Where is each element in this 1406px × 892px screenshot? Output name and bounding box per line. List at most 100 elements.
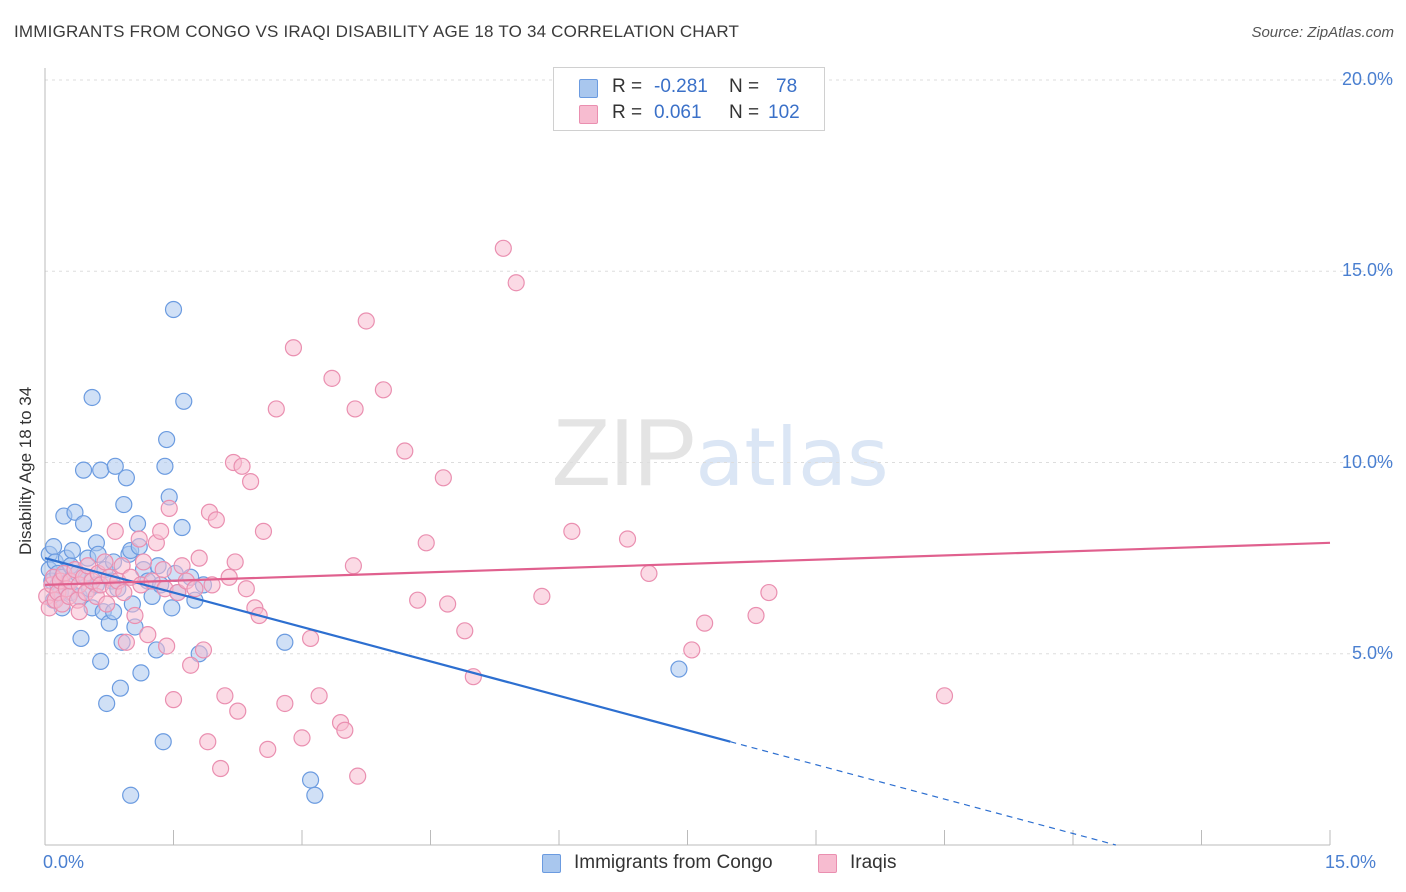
iraqi-point-69 bbox=[267, 400, 285, 418]
congo-point-3 bbox=[44, 538, 63, 556]
iraqi-point-49 bbox=[186, 580, 204, 598]
congo-point-63 bbox=[163, 599, 181, 617]
congo-point-43 bbox=[115, 495, 133, 514]
iraqi-point-43 bbox=[160, 499, 178, 517]
iraqi-n-value: 102 bbox=[768, 102, 800, 123]
iraqi-point-93 bbox=[563, 522, 581, 540]
congo-point-73 bbox=[276, 633, 294, 651]
congo-point-64 bbox=[164, 300, 183, 319]
iraqi-point-87 bbox=[439, 595, 457, 613]
legend-iraqi-swatch bbox=[818, 854, 837, 873]
congo-point-61 bbox=[158, 430, 176, 449]
iraqi-point-22 bbox=[96, 553, 114, 571]
iraqi-point-68 bbox=[259, 740, 277, 758]
iraqi-point-94 bbox=[618, 530, 637, 548]
iraqi-point-62 bbox=[233, 457, 251, 475]
congo-trend-line-extension bbox=[730, 741, 1116, 846]
iraqi-point-64 bbox=[242, 473, 260, 491]
iraqi-point-86 bbox=[434, 469, 452, 487]
watermark-atlas: atlas bbox=[695, 411, 889, 504]
y-tick-label-3: 20.0% bbox=[1341, 69, 1393, 89]
watermark-zip: ZIP bbox=[552, 399, 697, 506]
r-label: R = bbox=[612, 76, 643, 97]
congo-point-44 bbox=[117, 469, 135, 487]
iraqi-point-30 bbox=[117, 633, 135, 651]
legend-congo-swatch bbox=[542, 854, 561, 873]
iraqi-point-63 bbox=[237, 580, 255, 598]
iraqi-point-56 bbox=[212, 759, 230, 778]
iraqi-point-70 bbox=[276, 694, 294, 713]
congo-swatch bbox=[579, 79, 598, 98]
n-label: N = bbox=[729, 102, 760, 123]
iraqi-r-value: 0.061 bbox=[654, 102, 702, 123]
iraqi-point-91 bbox=[507, 274, 525, 292]
iraqi-point-54 bbox=[203, 576, 221, 594]
iraqi-point-99 bbox=[760, 583, 778, 602]
congo-point-41 bbox=[111, 679, 129, 697]
grid-lines bbox=[45, 79, 1392, 655]
congo-point-22 bbox=[74, 461, 93, 479]
y-axis-label: Disability Age 18 to 34 bbox=[16, 386, 35, 555]
x-tick-label-min: 0.0% bbox=[43, 852, 85, 872]
congo-point-21 bbox=[74, 515, 93, 533]
congo-point-39 bbox=[106, 457, 124, 475]
congo-point-75 bbox=[306, 786, 324, 804]
iraqi-point-52 bbox=[199, 733, 217, 751]
iraqi-point-92 bbox=[533, 587, 551, 605]
congo-r-value: -0.281 bbox=[654, 76, 708, 97]
iraqi-point-101 bbox=[70, 603, 88, 621]
congo-point-47 bbox=[122, 786, 140, 804]
iraqi-point-29 bbox=[115, 583, 133, 602]
bottom-legend: Immigrants from Congo Iraqis bbox=[0, 850, 1406, 880]
chart-title: IMMIGRANTS FROM CONGO VS IRAQI DISABILIT… bbox=[14, 22, 740, 41]
r-label: R = bbox=[612, 102, 643, 123]
iraqi-point-71 bbox=[284, 339, 303, 357]
congo-point-76 bbox=[670, 660, 688, 678]
iraqi-point-97 bbox=[696, 614, 714, 632]
iraqi-point-58 bbox=[220, 568, 238, 586]
legend-iraqi-label: Iraqis bbox=[850, 852, 897, 873]
iraqi-point-77 bbox=[336, 721, 354, 739]
iraqi-point-88 bbox=[456, 622, 474, 640]
iraqi-point-75 bbox=[323, 369, 341, 387]
iraqi-point-61 bbox=[229, 702, 247, 720]
iraqi-point-90 bbox=[494, 239, 512, 257]
congo-point-27 bbox=[83, 388, 101, 407]
congo-point-74 bbox=[301, 771, 320, 789]
iraqi-point-79 bbox=[346, 400, 364, 418]
iraqi-point-95 bbox=[640, 564, 658, 583]
stats-row-iraqi: R = 0.061 N = 102 bbox=[554, 102, 824, 126]
congo-trend-line bbox=[44, 557, 731, 743]
source-label: Source: ZipAtlas.com bbox=[1251, 24, 1394, 41]
iraqi-point-67 bbox=[254, 522, 273, 540]
congo-point-50 bbox=[128, 515, 147, 533]
iraqi-point-72 bbox=[293, 729, 311, 747]
iraqi-point-50 bbox=[190, 549, 208, 567]
y-tick-label-2: 15.0% bbox=[1341, 260, 1393, 281]
congo-point-60 bbox=[156, 457, 174, 475]
congo-n-value: 78 bbox=[776, 76, 798, 97]
iraqi-point-44 bbox=[164, 691, 183, 709]
stats-row-congo: R = -0.281 N = 78 bbox=[554, 76, 824, 100]
congo-point-20 bbox=[72, 629, 90, 648]
iraqi-point-80 bbox=[349, 767, 367, 785]
congo-point-30 bbox=[92, 461, 110, 479]
y-tick-label-0: 5.0% bbox=[1351, 642, 1393, 663]
stats-legend: R = -0.281 N = 78 R = 0.061 N = 102 bbox=[553, 67, 825, 131]
trend-lines bbox=[44, 541, 1331, 846]
points-iraqi bbox=[38, 239, 954, 785]
iraqi-point-98 bbox=[747, 606, 765, 625]
iraqi-point-39 bbox=[152, 522, 170, 540]
congo-point-68 bbox=[175, 392, 193, 410]
iraqi-point-73 bbox=[301, 629, 320, 648]
n-label: N = bbox=[729, 76, 760, 97]
iraqi-point-100 bbox=[935, 687, 954, 705]
iraqi-point-84 bbox=[409, 591, 427, 609]
y-tick-label-1: 10.0% bbox=[1341, 451, 1393, 472]
iraqi-point-60 bbox=[226, 553, 244, 571]
iraqi-point-51 bbox=[194, 641, 213, 659]
iraqi-point-35 bbox=[134, 553, 153, 571]
iraqi-trend-line bbox=[44, 541, 1331, 586]
iraqi-point-42 bbox=[158, 637, 176, 655]
legend-congo-label: Immigrants from Congo bbox=[574, 852, 773, 873]
